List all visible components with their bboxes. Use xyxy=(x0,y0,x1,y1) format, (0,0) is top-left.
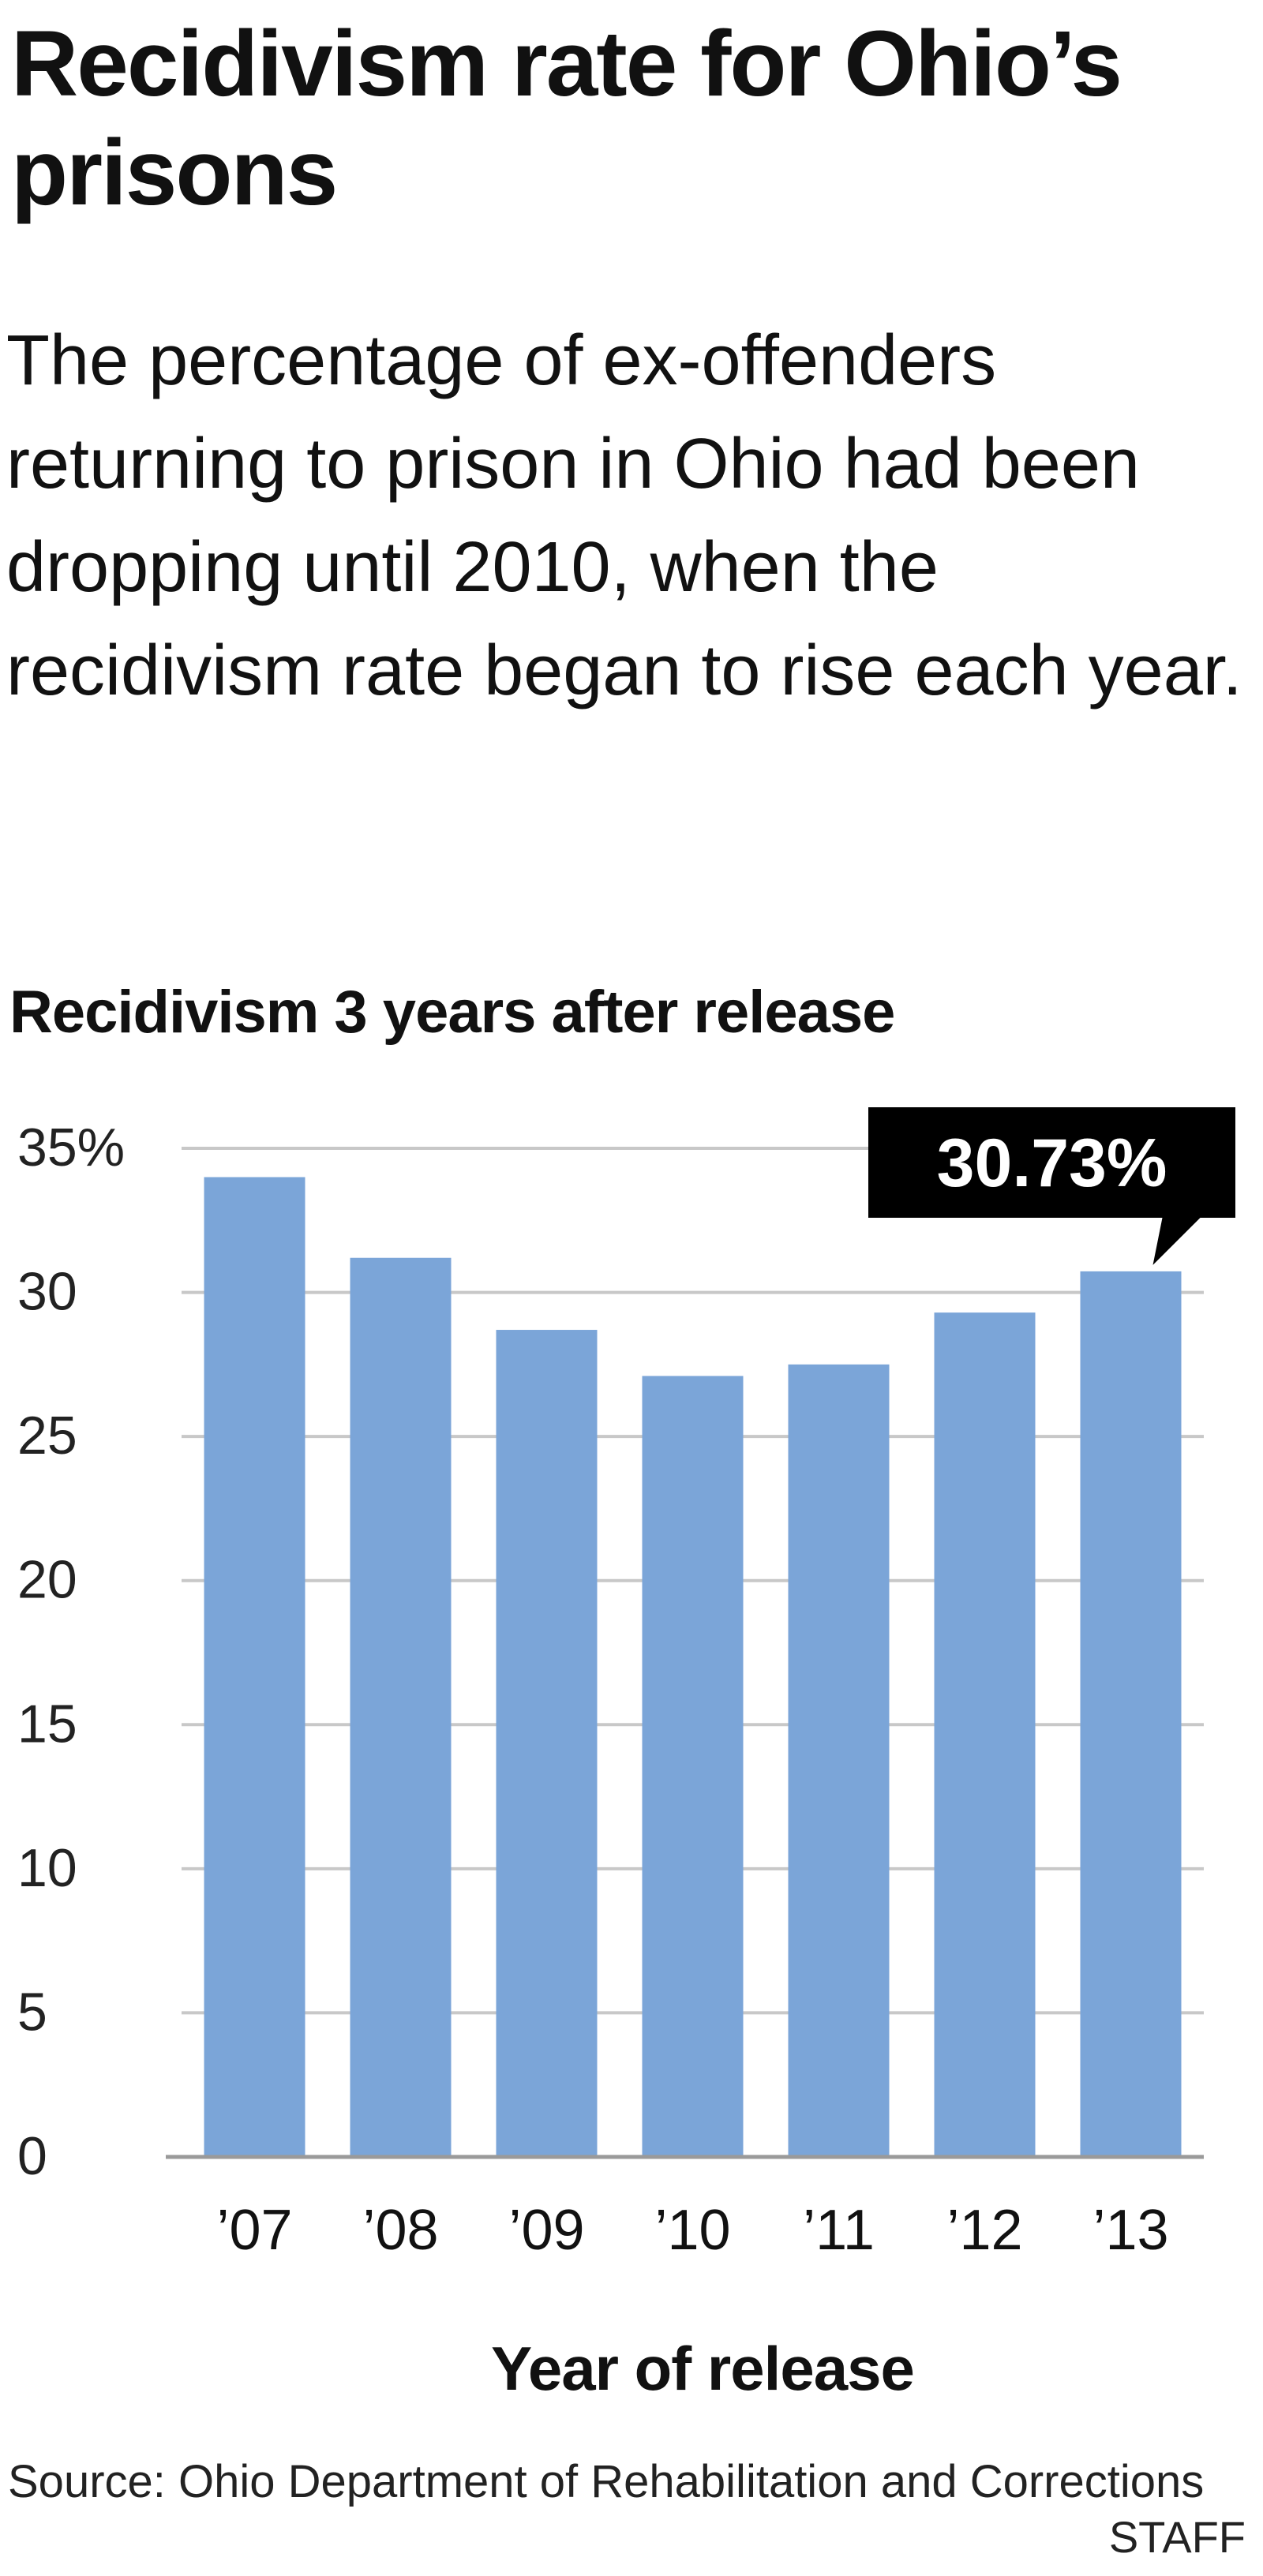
callout-value: 30.73% xyxy=(937,1125,1167,1201)
callout-box xyxy=(868,1107,1235,1218)
y-tick-label: 25 xyxy=(17,1406,77,1466)
chart-title: Recidivism rate for Ohio’s prisons xyxy=(11,12,1122,225)
y-tick-label: 20 xyxy=(17,1550,77,1610)
y-tick-label: 30 xyxy=(17,1262,77,1322)
chart-subtitle: The percentage of ex-offenders returning… xyxy=(6,321,1242,710)
bar-2 xyxy=(496,1330,598,2157)
chart-heading: Recidivism 3 years after release xyxy=(9,979,895,1046)
y-tick-label: 35% xyxy=(17,1118,125,1178)
x-tick-label: ’08 xyxy=(362,2199,438,2262)
x-tick-label: ’09 xyxy=(508,2199,584,2262)
x-tick-label: ’07 xyxy=(216,2199,292,2262)
y-tick-label: 15 xyxy=(17,1694,77,1754)
bar-5 xyxy=(934,1312,1036,2157)
bar-chart: 0 5 10 15 20 25 30 35% ’07 ’08 ’09 ’10 ’11 ’12 ’13 30.… xyxy=(17,1107,1235,2403)
x-axis-title: Year of release xyxy=(491,2334,914,2403)
bar-3 xyxy=(642,1376,744,2157)
y-tick-label: 5 xyxy=(17,1982,47,2042)
x-tick-label: ’13 xyxy=(1092,2199,1168,2262)
y-tick-label: 0 xyxy=(17,2126,47,2186)
bar-6 xyxy=(1080,1271,1182,2157)
x-tick-label: ’10 xyxy=(654,2199,730,2262)
bar-1 xyxy=(350,1257,452,2157)
x-tick-label: ’11 xyxy=(803,2199,875,2262)
callout-pointer xyxy=(1152,1218,1201,1265)
bar-0 xyxy=(204,1177,305,2157)
y-tick-label: 10 xyxy=(17,1838,77,1898)
callout: 30.73% xyxy=(868,1107,1235,1265)
tick-labels: 0 5 10 15 20 25 30 35% ’07 ’08 ’09 ’10 ’11 ’12 ’13 xyxy=(17,1118,1169,2262)
bars xyxy=(204,1177,1182,2157)
x-tick-label: ’12 xyxy=(946,2199,1022,2262)
credit: STAFF xyxy=(1108,2512,1246,2562)
source-note: Source: Ohio Department of Rehabilitatio… xyxy=(8,2456,1205,2507)
bar-4 xyxy=(788,1364,890,2157)
